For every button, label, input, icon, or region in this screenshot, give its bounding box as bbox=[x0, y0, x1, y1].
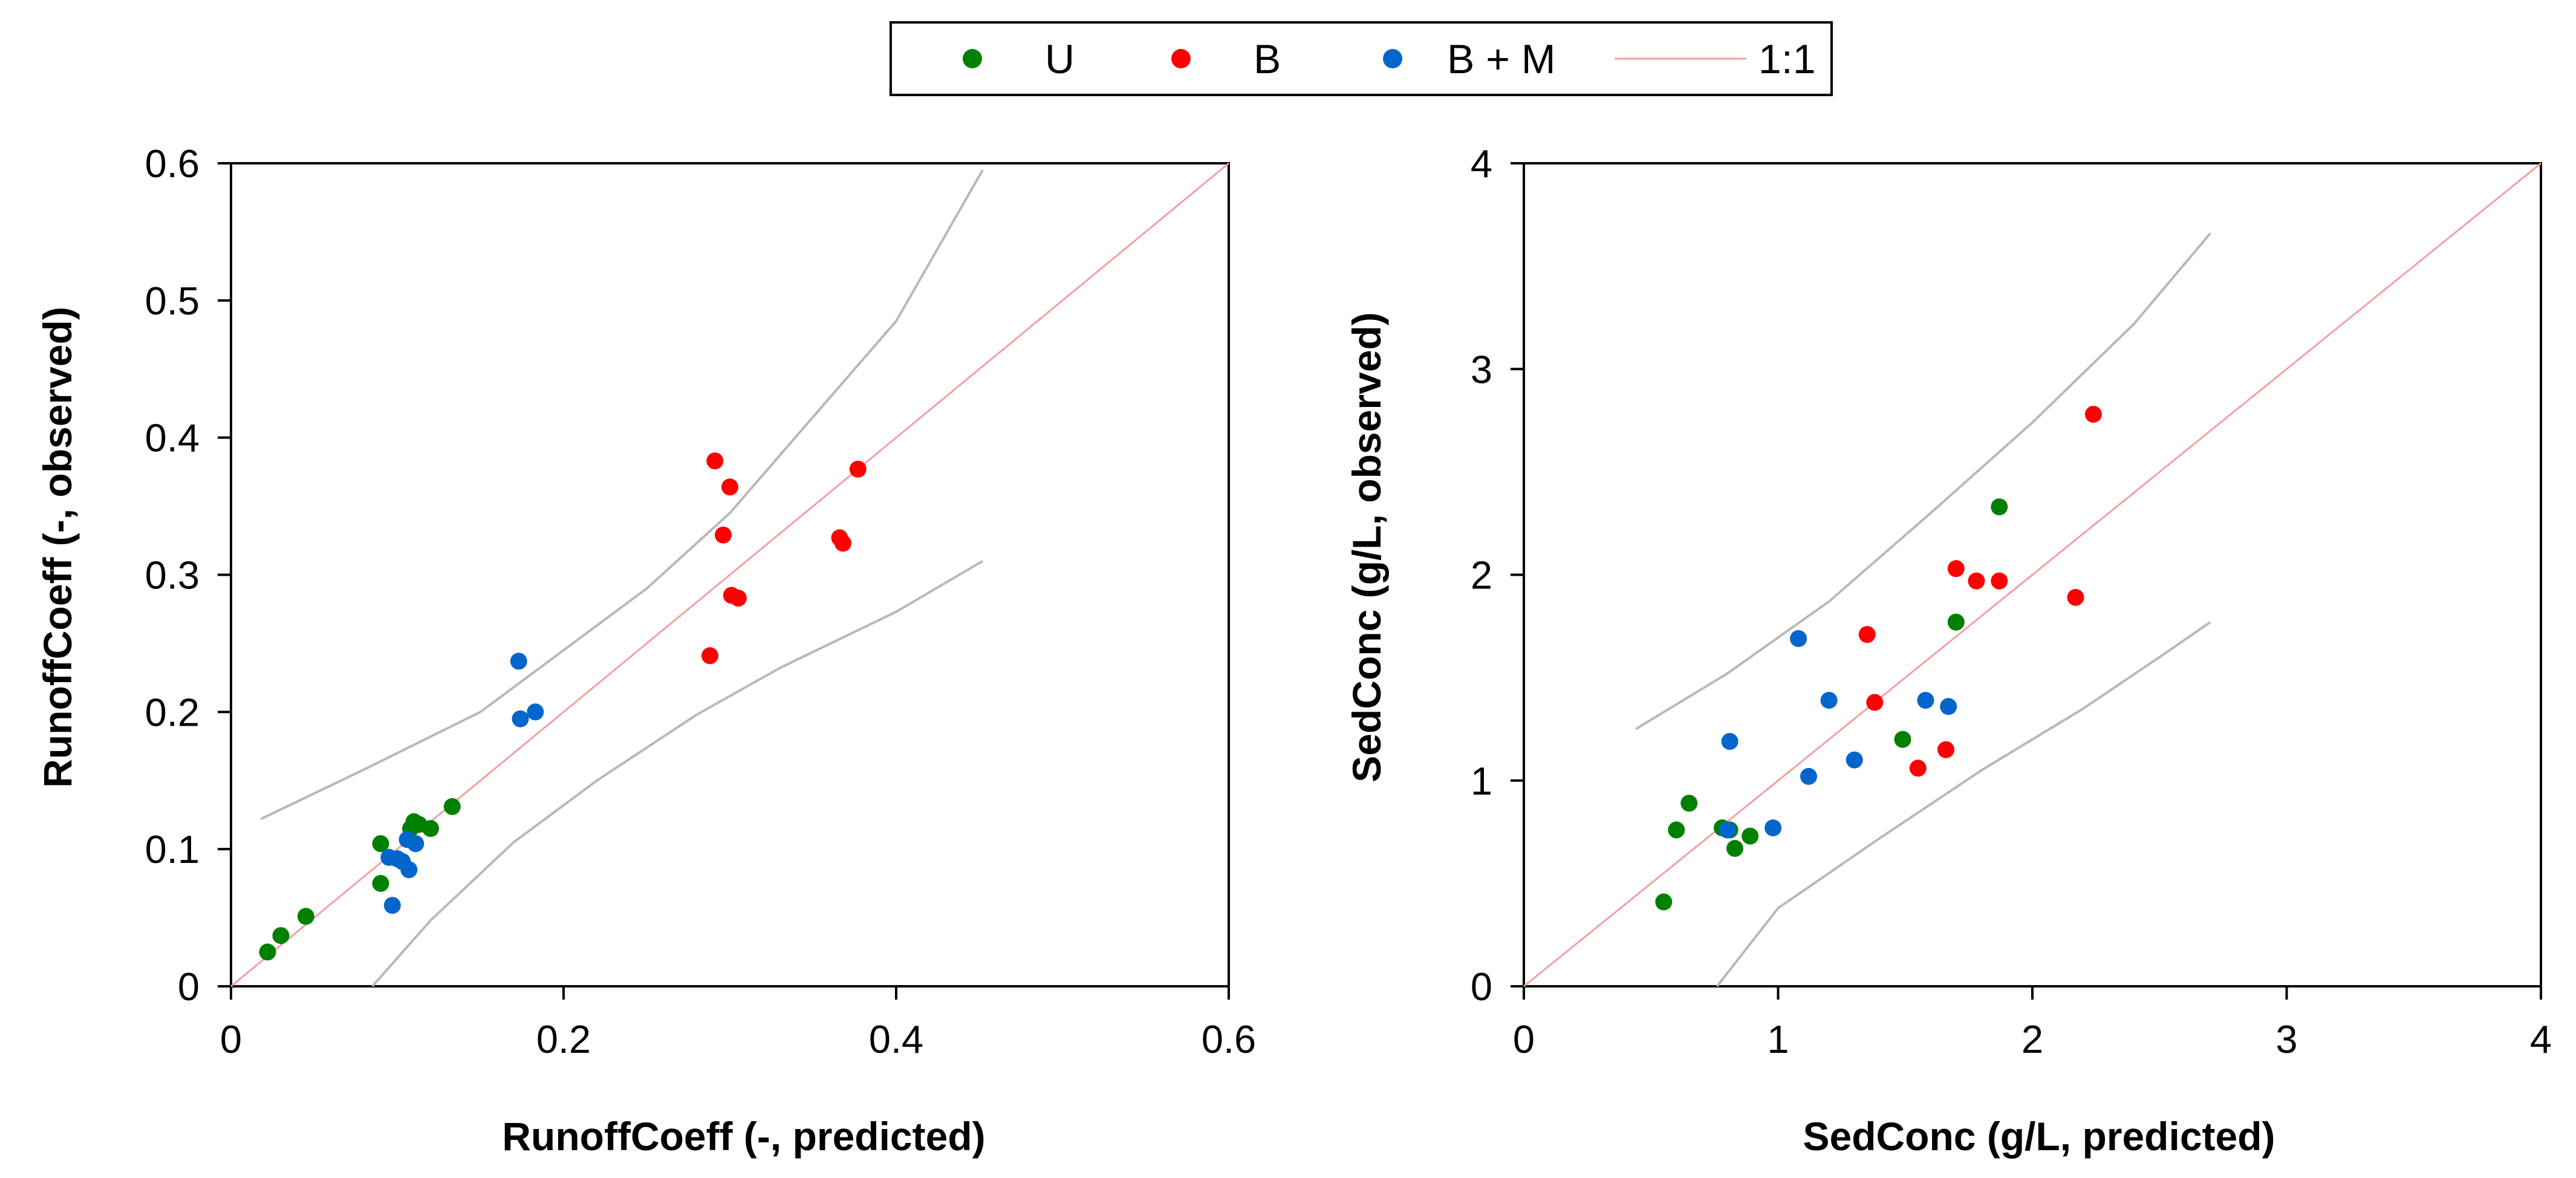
data-point bbox=[422, 820, 439, 838]
legend-label: U bbox=[1045, 36, 1075, 82]
y-tick-label: 0.3 bbox=[145, 553, 200, 597]
y-tick-label: 0.4 bbox=[145, 416, 200, 460]
data-point bbox=[1947, 560, 1965, 578]
series-b bbox=[701, 452, 867, 665]
legend-label: B + M bbox=[1447, 36, 1556, 82]
upper-band-line bbox=[260, 169, 984, 821]
x-tick-label: 0 bbox=[1513, 1017, 1535, 1061]
data-point bbox=[1721, 733, 1738, 750]
x-tick-label: 3 bbox=[2275, 1017, 2297, 1061]
left-x-axis-label: RunoffCoeff (-, predicted) bbox=[502, 1114, 985, 1159]
x-tick-label: 1 bbox=[1767, 1017, 1789, 1061]
legend-entry-2: B + M bbox=[1383, 36, 1556, 82]
data-point bbox=[512, 710, 529, 727]
series-b-m bbox=[380, 652, 544, 914]
data-point bbox=[1991, 498, 2008, 516]
data-point bbox=[721, 478, 738, 496]
x-tick-label: 0.2 bbox=[536, 1017, 591, 1061]
data-point bbox=[706, 452, 724, 470]
data-point bbox=[1917, 692, 1934, 709]
data-point bbox=[1742, 827, 1759, 845]
data-point bbox=[1909, 760, 1927, 777]
data-point bbox=[1719, 821, 1736, 839]
data-point bbox=[407, 835, 424, 853]
data-point bbox=[1940, 698, 1957, 715]
upper-band-line bbox=[1634, 232, 2211, 731]
legend-entry-1: B bbox=[1171, 36, 1281, 82]
data-point bbox=[1726, 840, 1743, 857]
data-point bbox=[1680, 795, 1698, 812]
data-point bbox=[527, 703, 544, 721]
data-point bbox=[1858, 626, 1876, 643]
data-point bbox=[2084, 406, 2102, 423]
data-point bbox=[510, 652, 527, 670]
data-point bbox=[1968, 572, 1985, 590]
y-tick-label: 0.2 bbox=[145, 690, 200, 734]
legend-marker bbox=[1171, 49, 1191, 68]
data-point bbox=[849, 460, 867, 478]
y-tick-label: 3 bbox=[1471, 347, 1492, 391]
y-tick-label: 0 bbox=[1471, 965, 1492, 1009]
data-point bbox=[259, 943, 276, 961]
data-point bbox=[701, 647, 718, 665]
y-tick-label: 2 bbox=[1471, 553, 1492, 597]
right-y-axis-label: SedConc (g/L, observed) bbox=[1344, 312, 1389, 782]
left-y-axis-label: RunoffCoeff (-, observed) bbox=[35, 307, 80, 788]
legend-entry-3: 1:1 bbox=[1615, 36, 1816, 82]
one-to-one-line bbox=[1523, 162, 2542, 988]
x-tick-label: 0 bbox=[220, 1017, 242, 1061]
runoff-coeff-panel: 0 0.2 0.4 0.6 0 0.1 0.2 0.3 0.4 0.5 0.6 bbox=[145, 142, 1257, 1061]
data-point bbox=[2067, 588, 2084, 606]
y-tick-label: 0.5 bbox=[145, 279, 200, 323]
y-tick-label: 4 bbox=[1471, 142, 1492, 186]
data-point bbox=[297, 908, 314, 925]
data-point bbox=[1846, 751, 1863, 769]
data-point bbox=[834, 535, 851, 552]
right-x-axis-label: SedConc (g/L, predicted) bbox=[1803, 1114, 2275, 1159]
data-point bbox=[1668, 821, 1685, 839]
y-tick-label: 0 bbox=[178, 965, 200, 1009]
y-tick-label: 0.1 bbox=[145, 827, 200, 871]
legend-label: B bbox=[1254, 36, 1281, 82]
legend-marker bbox=[963, 49, 982, 68]
data-point bbox=[1947, 613, 1965, 631]
data-point bbox=[715, 526, 732, 544]
series-u bbox=[259, 798, 461, 961]
data-point bbox=[1790, 630, 1807, 647]
data-point bbox=[443, 798, 461, 815]
series-b-m bbox=[1719, 630, 1957, 839]
x-tick-label: 0.4 bbox=[869, 1017, 923, 1061]
legend-label: 1:1 bbox=[1758, 36, 1816, 82]
legend: U B B + M 1:1 bbox=[890, 21, 1833, 96]
data-point bbox=[1820, 692, 1838, 709]
y-tick-label: 0.6 bbox=[145, 142, 200, 186]
data-point bbox=[372, 835, 389, 853]
data-point bbox=[1894, 731, 1911, 748]
data-point bbox=[1800, 767, 1817, 785]
data-point bbox=[372, 874, 389, 892]
series-b bbox=[1858, 406, 2102, 777]
data-point bbox=[383, 897, 401, 914]
x-tick-label: 0.6 bbox=[1202, 1017, 1256, 1061]
y-tick-label: 1 bbox=[1471, 759, 1492, 803]
lower-band-line bbox=[1716, 621, 2211, 988]
legend-entry-0: U bbox=[963, 36, 1075, 82]
data-point bbox=[1866, 694, 1884, 711]
data-point bbox=[1937, 741, 1954, 758]
data-point bbox=[272, 927, 290, 945]
data-point bbox=[1655, 893, 1673, 911]
data-point bbox=[400, 861, 418, 879]
legend-marker bbox=[1383, 49, 1402, 68]
lower-band-line bbox=[371, 560, 984, 988]
data-point bbox=[1764, 819, 1782, 836]
x-tick-label: 2 bbox=[2021, 1017, 2043, 1061]
sed-conc-panel: 0 1 2 3 4 0 1 2 3 4 bbox=[1471, 142, 2552, 1061]
data-point bbox=[1991, 572, 2008, 590]
data-point bbox=[729, 590, 747, 607]
x-tick-label: 4 bbox=[2530, 1017, 2552, 1061]
one-to-one-line bbox=[230, 162, 1229, 988]
